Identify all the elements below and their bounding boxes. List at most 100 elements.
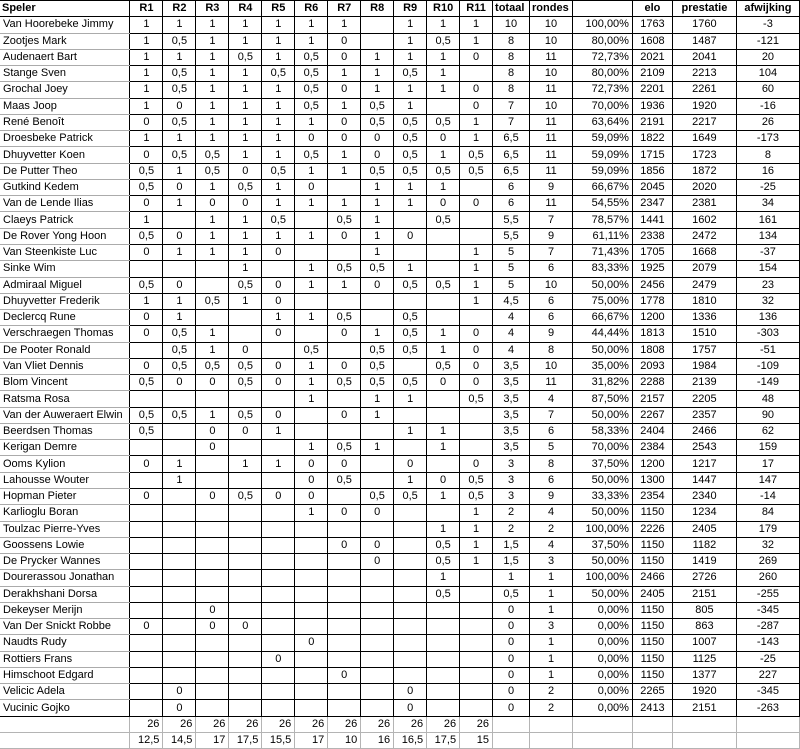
- result-cell-r1[interactable]: [129, 634, 164, 652]
- result-cell-r4[interactable]: 1: [228, 16, 263, 34]
- percentage-cell[interactable]: 61,11%: [572, 227, 633, 245]
- round-games-cell-r8[interactable]: 26: [360, 715, 395, 733]
- round-games-cell-r2[interactable]: 26: [162, 715, 197, 733]
- rondes-cell[interactable]: 2: [529, 683, 574, 701]
- result-cell-r10[interactable]: 0,5: [426, 553, 461, 571]
- result-cell-r7[interactable]: 0: [327, 81, 362, 99]
- player-name-cell[interactable]: Claeys Patrick: [0, 211, 131, 229]
- afwijking-cell[interactable]: 227: [735, 666, 800, 685]
- afwijking-cell[interactable]: 17: [735, 455, 800, 473]
- result-cell-r11[interactable]: 0: [459, 48, 494, 67]
- rondes-cell[interactable]: 10: [529, 97, 574, 115]
- result-cell-r11[interactable]: [459, 227, 494, 245]
- elo-cell[interactable]: 2191: [631, 113, 673, 132]
- totaal-cell[interactable]: 10: [492, 16, 531, 34]
- result-cell-r4[interactable]: 1: [228, 211, 263, 229]
- round-games-cell-r7[interactable]: 26: [327, 715, 362, 733]
- result-cell-r1[interactable]: 0: [129, 146, 164, 164]
- result-cell-r6[interactable]: 1: [294, 227, 329, 245]
- elo-cell[interactable]: 2201: [631, 81, 673, 99]
- percentage-cell[interactable]: 37,50%: [572, 455, 633, 473]
- rondes-cell[interactable]: 11: [529, 146, 574, 164]
- result-cell-r5[interactable]: 0: [261, 292, 296, 311]
- prestatie-cell[interactable]: 2079: [671, 260, 737, 278]
- result-cell-r10[interactable]: 0: [426, 374, 461, 392]
- result-cell-r1[interactable]: [129, 699, 164, 717]
- result-cell-r2[interactable]: [162, 504, 197, 522]
- result-cell-r10[interactable]: [426, 455, 461, 473]
- result-cell-r6[interactable]: [294, 585, 329, 603]
- summary-empty-cell[interactable]: [735, 731, 800, 749]
- result-cell-r5[interactable]: 1: [261, 227, 296, 245]
- elo-cell[interactable]: 1925: [631, 260, 673, 278]
- player-name-cell[interactable]: Karlioglu Boran: [0, 504, 131, 522]
- afwijking-cell[interactable]: -109: [735, 357, 800, 376]
- summary-empty-cell[interactable]: [529, 731, 574, 749]
- player-name-cell[interactable]: Declercq Rune: [0, 309, 131, 327]
- player-name-cell[interactable]: De Rover Yong Hoon: [0, 228, 131, 245]
- result-cell-r8[interactable]: 0: [360, 504, 395, 522]
- percentage-cell[interactable]: 54,55%: [572, 195, 633, 213]
- totaal-cell[interactable]: 7: [492, 113, 531, 132]
- result-cell-r4[interactable]: 1: [228, 292, 263, 311]
- result-cell-r11[interactable]: [459, 422, 494, 441]
- result-cell-r7[interactable]: 0: [327, 227, 362, 245]
- result-cell-r9[interactable]: 0: [393, 227, 428, 245]
- result-cell-r6[interactable]: 0: [294, 487, 329, 506]
- rondes-cell[interactable]: 11: [529, 113, 574, 132]
- player-name-cell[interactable]: Zootjes Mark: [0, 33, 131, 50]
- result-cell-r6[interactable]: 1: [294, 439, 329, 457]
- result-cell-r7[interactable]: 0,5: [327, 260, 362, 278]
- result-cell-r1[interactable]: [129, 260, 164, 278]
- elo-cell[interactable]: 2226: [631, 520, 673, 538]
- result-cell-r6[interactable]: 1: [294, 390, 329, 408]
- result-cell-r4[interactable]: 0: [228, 162, 263, 180]
- result-cell-r3[interactable]: [195, 471, 230, 489]
- result-cell-r2[interactable]: 0: [162, 683, 197, 701]
- result-cell-r10[interactable]: 0,5: [426, 585, 461, 603]
- result-cell-r4[interactable]: 0,5: [228, 357, 263, 376]
- result-cell-r3[interactable]: 1: [195, 48, 230, 67]
- afwijking-cell[interactable]: -173: [735, 130, 800, 148]
- result-cell-r5[interactable]: [261, 634, 296, 652]
- result-cell-r1[interactable]: 0: [129, 195, 164, 213]
- prestatie-cell[interactable]: 1377: [671, 666, 737, 685]
- result-cell-r7[interactable]: 1: [327, 97, 362, 115]
- rondes-cell[interactable]: 1: [529, 634, 574, 652]
- afwijking-cell[interactable]: 34: [735, 195, 800, 213]
- prestatie-cell[interactable]: 2205: [671, 390, 737, 408]
- elo-cell[interactable]: 1856: [631, 162, 673, 180]
- result-cell-r2[interactable]: 0: [162, 178, 197, 197]
- result-cell-r6[interactable]: 1: [294, 504, 329, 522]
- result-cell-r2[interactable]: [162, 422, 197, 441]
- result-cell-r9[interactable]: [393, 650, 428, 668]
- player-name-cell[interactable]: Dhuyvetter Frederik: [0, 293, 131, 311]
- result-cell-r1[interactable]: 1: [129, 81, 164, 99]
- result-cell-r2[interactable]: 0: [162, 374, 197, 392]
- result-cell-r7[interactable]: [327, 487, 362, 506]
- elo-cell[interactable]: 1715: [631, 146, 673, 164]
- elo-cell[interactable]: 2265: [631, 683, 673, 701]
- prestatie-cell[interactable]: 1760: [671, 16, 737, 34]
- result-cell-r8[interactable]: [360, 16, 395, 34]
- result-cell-r8[interactable]: 0,5: [360, 374, 395, 392]
- result-cell-r7[interactable]: 0: [327, 406, 362, 424]
- result-cell-r5[interactable]: 1: [261, 130, 296, 148]
- result-cell-r2[interactable]: [162, 211, 197, 229]
- prestatie-cell[interactable]: 2466: [671, 422, 737, 441]
- afwijking-cell[interactable]: 159: [735, 439, 800, 457]
- afwijking-cell[interactable]: -51: [735, 341, 800, 359]
- elo-cell[interactable]: 1150: [631, 504, 673, 522]
- result-cell-r5[interactable]: 1: [261, 97, 296, 115]
- result-cell-r4[interactable]: [228, 520, 263, 538]
- result-cell-r5[interactable]: [261, 699, 296, 717]
- prestatie-cell[interactable]: 1487: [671, 32, 737, 50]
- elo-cell[interactable]: 2338: [631, 227, 673, 245]
- player-name-cell[interactable]: Admiraal Miguel: [0, 277, 131, 294]
- result-cell-r8[interactable]: 0,5: [360, 487, 395, 506]
- result-cell-r7[interactable]: [327, 569, 362, 587]
- result-cell-r9[interactable]: 1: [393, 195, 428, 213]
- result-cell-r2[interactable]: 0,5: [162, 113, 197, 132]
- result-cell-r3[interactable]: [195, 536, 230, 555]
- result-cell-r10[interactable]: 1: [426, 520, 461, 538]
